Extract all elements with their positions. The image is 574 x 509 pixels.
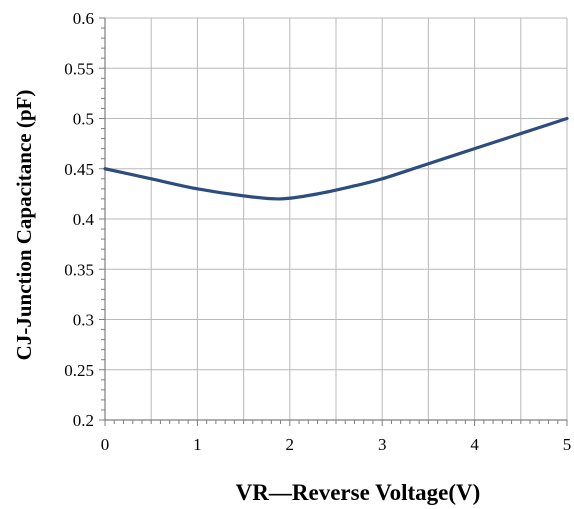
y-tick-label: 0.55 bbox=[64, 59, 94, 78]
x-tick-label: 2 bbox=[286, 435, 295, 454]
grid bbox=[104, 17, 568, 421]
y-tick-label: 0.6 bbox=[73, 9, 94, 28]
tick-labels: 0.2 0.25 0.3 0.35 0.4 0.45 0.5 0.55 0.6 0 1 2 3 4 5 bbox=[64, 9, 571, 454]
x-tick-label: 4 bbox=[470, 435, 479, 454]
x-tick-label: 5 bbox=[563, 435, 572, 454]
x-tick-label: 3 bbox=[378, 435, 387, 454]
series-layer bbox=[103, 116, 569, 201]
y-tick-label: 0.2 bbox=[73, 411, 94, 430]
y-tick-label: 0.25 bbox=[64, 361, 94, 380]
x-axis-label: VR—Reverse Voltage(V) bbox=[236, 480, 481, 505]
y-axis-label: CJ-Junction Capacitance (pF) bbox=[12, 90, 36, 361]
y-tick-label: 0.5 bbox=[73, 110, 94, 129]
x-tick-label: 1 bbox=[193, 435, 202, 454]
y-tick-label: 0.3 bbox=[73, 311, 94, 330]
y-tick-label: 0.35 bbox=[64, 260, 94, 279]
y-tick-label: 0.45 bbox=[64, 160, 94, 179]
x-tick-label: 0 bbox=[101, 435, 110, 454]
series-line bbox=[103, 116, 569, 201]
y-tick-label: 0.4 bbox=[73, 210, 95, 229]
axes bbox=[99, 17, 568, 426]
